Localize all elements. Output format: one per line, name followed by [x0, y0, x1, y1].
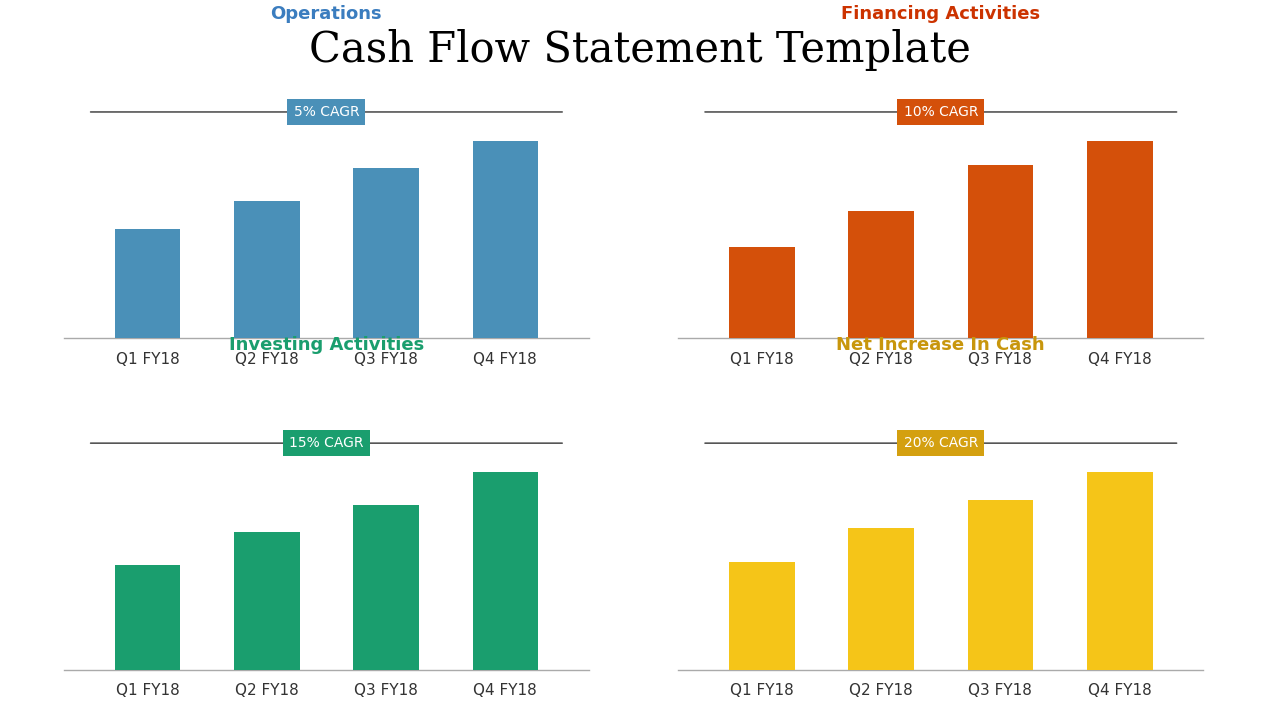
Bar [730, 562, 795, 670]
Bar [472, 141, 538, 338]
Bar [968, 500, 1033, 670]
Title: Operations: Operations [270, 5, 383, 23]
Bar [353, 505, 419, 670]
Bar [849, 211, 914, 338]
Bar [730, 248, 795, 338]
Bar [1087, 141, 1152, 338]
Text: 20% CAGR: 20% CAGR [904, 436, 978, 450]
Bar [115, 565, 180, 670]
Text: Cash Flow Statement Template: Cash Flow Statement Template [308, 29, 972, 71]
Bar [968, 166, 1033, 338]
Bar [234, 532, 300, 670]
Title: Investing Activities: Investing Activities [229, 336, 424, 354]
Bar [234, 202, 300, 338]
Bar [353, 168, 419, 338]
Title: Net Increase In Cash: Net Increase In Cash [837, 336, 1044, 354]
Bar [849, 528, 914, 670]
Text: 10% CAGR: 10% CAGR [904, 105, 978, 119]
Text: 5% CAGR: 5% CAGR [293, 105, 360, 119]
Text: 15% CAGR: 15% CAGR [289, 436, 364, 450]
Bar [472, 472, 538, 670]
Bar [1087, 472, 1152, 670]
Bar [115, 229, 180, 338]
Title: Financing Activities: Financing Activities [841, 5, 1041, 23]
